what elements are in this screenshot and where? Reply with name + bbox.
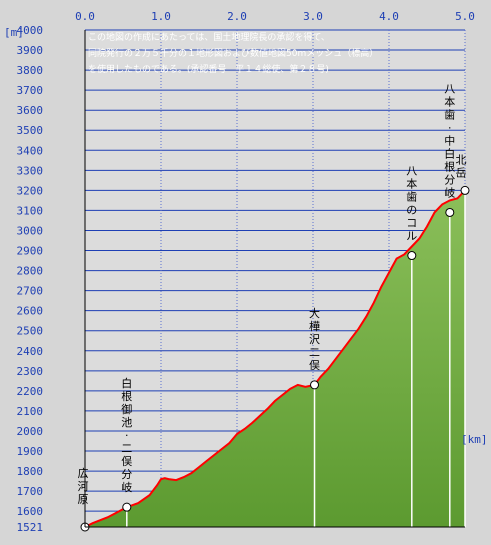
y-tick-label: 1521 <box>17 521 44 534</box>
y-tick-label: 2100 <box>17 405 44 418</box>
y-tick-label: 3800 <box>17 64 44 77</box>
y-tick-label: 2600 <box>17 305 44 318</box>
credit-line: を使用したものである。(承認番号 平１４総使、第２８号) <box>88 63 329 75</box>
y-tick-label: 3400 <box>17 144 44 157</box>
y-tick-label: 2400 <box>17 345 44 358</box>
waypoint-label: 北岳 <box>456 153 467 179</box>
waypoint-label: 八本歯·中白根分岐 <box>444 82 455 199</box>
y-tick-label: 1700 <box>17 485 44 498</box>
y-tick-label: 3600 <box>17 104 44 117</box>
axes <box>84 30 465 528</box>
waypoint-marker <box>310 380 320 390</box>
y-tick-label: 2800 <box>17 265 44 278</box>
y-tick-label: 2200 <box>17 385 44 398</box>
x-axis-unit: [km] <box>461 433 488 446</box>
map-credit-note: この地図の作成にあたっては、国土地理院長の承認を得て、同院発行の２万５千分の１地… <box>88 31 378 75</box>
waypoint-label: 大樺沢二俣 <box>309 306 320 372</box>
y-tick-label: 4000 <box>17 24 44 37</box>
y-tick-label: 3200 <box>17 184 44 197</box>
y-tick-label: 2000 <box>17 425 44 438</box>
waypoint-label: 広河原 <box>78 467 89 506</box>
x-tick-label: 3.0 <box>303 10 323 23</box>
elevation-area <box>85 190 465 527</box>
waypoint-marker <box>460 185 470 195</box>
x-tick-label: 1.0 <box>151 10 171 23</box>
waypoint-marker <box>445 207 455 217</box>
x-tick-label: 0.0 <box>75 10 95 23</box>
waypoint-marker <box>122 502 132 512</box>
waypoint-drop-lines <box>126 190 466 527</box>
elevation-fill <box>85 190 465 527</box>
y-tick-label: 3000 <box>17 224 44 237</box>
y-axis-unit: [m] <box>4 26 24 39</box>
credit-line: この地図の作成にあたっては、国土地理院長の承認を得て、 <box>88 31 330 43</box>
y-tick-label: 3300 <box>17 164 44 177</box>
credit-line: 同院発行の２万５千分の１地形図および数値地図50mメッシュ（標高） <box>88 47 378 59</box>
y-tick-label: 2500 <box>17 325 44 338</box>
tick-labels: 1521 1600 1700 1800 1900 2000 2100 2200 2300 2400… <box>17 10 475 534</box>
elevation-profile-line <box>84 189 466 528</box>
waypoint-marker <box>407 251 417 261</box>
y-tick-label: 3700 <box>17 84 44 97</box>
y-tick-label: 2900 <box>17 245 44 258</box>
y-tick-label: 1600 <box>17 505 44 518</box>
y-tick-label: 3500 <box>17 124 44 137</box>
y-tick-label: 2300 <box>17 365 44 378</box>
y-tick-label: 1900 <box>17 445 44 458</box>
y-tick-label: 3100 <box>17 204 44 217</box>
waypoint-label: 白根御池·二俣分岐 <box>121 376 132 494</box>
y-tick-label: 2700 <box>17 285 44 298</box>
elevation-line <box>84 189 466 528</box>
x-tick-label: 4.0 <box>379 10 399 23</box>
y-tick-label: 3900 <box>17 44 44 57</box>
waypoint-label: 八本歯のコル <box>406 165 417 243</box>
y-tick-label: 1800 <box>17 465 44 478</box>
x-tick-label: 5.0 <box>455 10 475 23</box>
x-tick-label: 2.0 <box>227 10 247 23</box>
